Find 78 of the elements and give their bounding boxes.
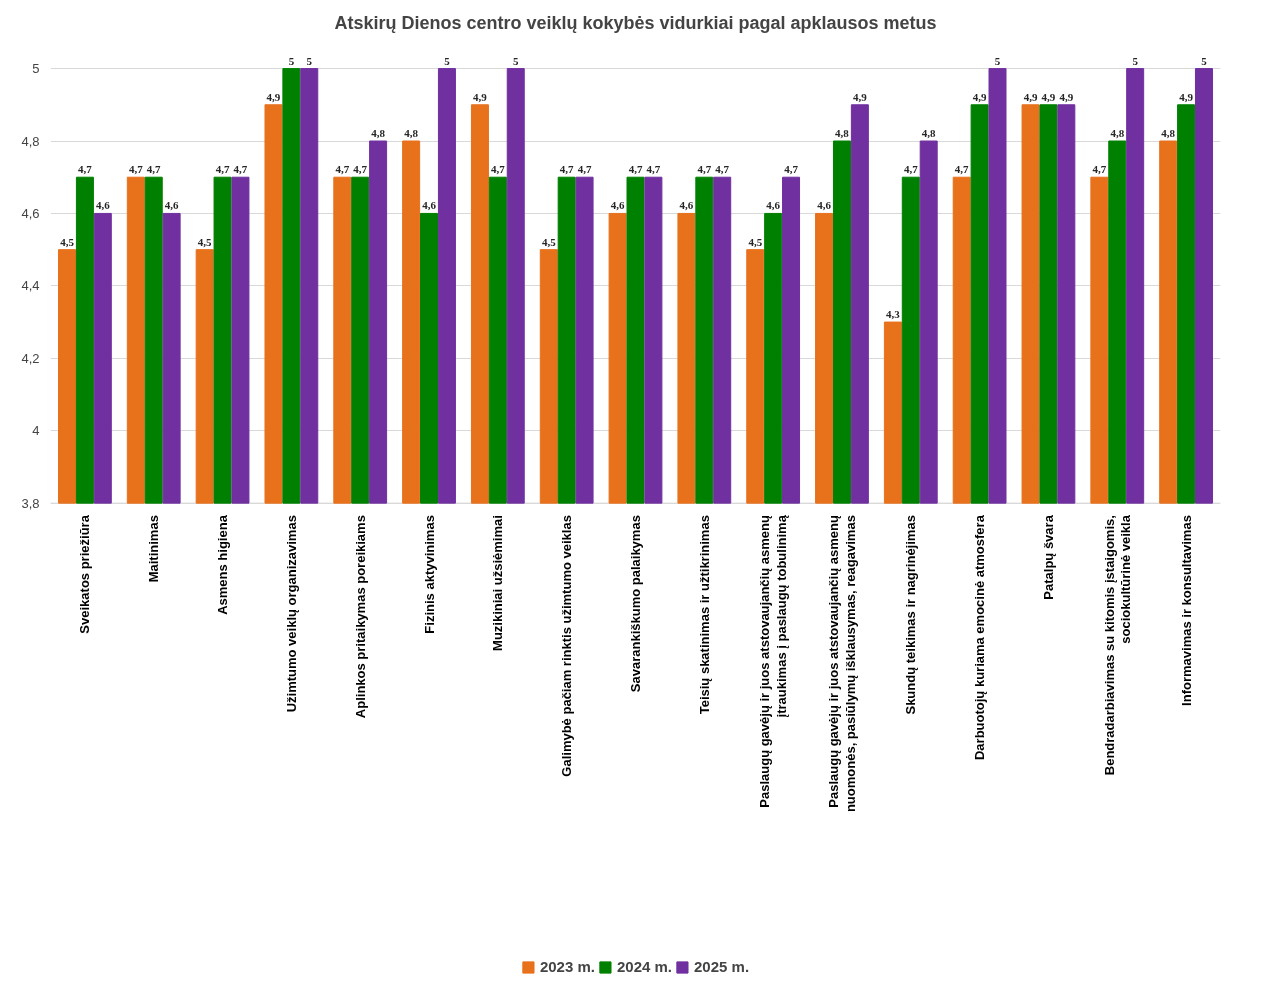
data-label: 4,7 bbox=[78, 163, 93, 176]
data-label: 4,8 bbox=[404, 127, 419, 139]
data-label: 4,7 bbox=[353, 163, 368, 176]
y-tick-label: 5 bbox=[32, 61, 40, 77]
x-tick-label: Asmens higiena bbox=[215, 514, 231, 615]
y-tick-label: 4,8 bbox=[21, 133, 40, 149]
legend-label: 2023 m. bbox=[539, 958, 595, 975]
data-label: 4,7 bbox=[490, 163, 506, 176]
data-label: 4,5 bbox=[197, 235, 213, 248]
y-tick-label: 4,4 bbox=[21, 278, 40, 294]
x-tick-label: Aplinkos pritaikymas poreikiams bbox=[352, 515, 368, 719]
legend-label: 2024 m. bbox=[616, 958, 673, 975]
data-label: 4,7 bbox=[715, 163, 730, 176]
data-label: 4,6 bbox=[610, 199, 625, 212]
data-label: 4,6 bbox=[95, 199, 111, 212]
data-label: 4,6 bbox=[164, 199, 179, 212]
y-tick-label: 4,2 bbox=[21, 350, 40, 366]
data-label: 4,9 bbox=[1059, 90, 1074, 103]
data-label: 4,7 bbox=[233, 163, 248, 176]
data-label: 4,9 bbox=[852, 90, 868, 103]
data-label: 4,9 bbox=[1023, 90, 1038, 103]
data-label: 4,9 bbox=[266, 90, 281, 103]
data-label: 4,8 bbox=[1110, 127, 1125, 139]
data-label: 4,7 bbox=[215, 163, 230, 176]
data-label: 4,7 bbox=[903, 163, 919, 176]
x-tick-label: Informavimas ir konsultavimas bbox=[1178, 515, 1194, 706]
data-label: 4,8 bbox=[371, 127, 386, 139]
data-label: 4,7 bbox=[784, 163, 799, 176]
data-label: 4,5 bbox=[748, 235, 763, 248]
data-label: 4,7 bbox=[628, 163, 643, 176]
data-label: 4,9 bbox=[1041, 90, 1056, 103]
data-label: 5 bbox=[444, 54, 451, 67]
x-tick-label: Darbuotojų kuriama emocinė atmosfera bbox=[972, 514, 988, 761]
x-tick-label: Fizinis aktyvinimas bbox=[421, 515, 437, 634]
data-label: 4,6 bbox=[817, 199, 832, 212]
data-label: 4,9 bbox=[473, 90, 488, 103]
data-label: 4,7 bbox=[697, 163, 712, 176]
data-label: 4,7 bbox=[646, 163, 661, 176]
x-tick-label: Galimybė pačiam rinktis užimtumo veiklas bbox=[559, 515, 575, 777]
data-label: 4,8 bbox=[921, 127, 937, 139]
x-tick-label: Skundų teikimas ir nagrinėjimas bbox=[903, 515, 919, 715]
x-tick-label: Bendradarbiavimas su kitomis įstaigomis, sociokultūrinė veikla bbox=[1101, 514, 1134, 776]
x-tick-label: Teisių skatinimas ir užtikrinimas bbox=[696, 515, 712, 715]
data-label: 4,8 bbox=[835, 127, 850, 139]
data-label: 4,5 bbox=[60, 235, 75, 248]
data-label: 4,7 bbox=[1092, 163, 1107, 176]
y-tick-label: 3,8 bbox=[21, 495, 40, 511]
data-label: 4,5 bbox=[541, 235, 557, 248]
x-tick-label: Patalpų švara bbox=[1040, 514, 1056, 600]
y-tick-label: 4,6 bbox=[21, 205, 40, 221]
x-tick-label: Maitinimas bbox=[146, 515, 162, 583]
data-label: 5 bbox=[288, 54, 295, 67]
data-label: 5 bbox=[1201, 54, 1208, 67]
data-label: 4,9 bbox=[972, 90, 987, 103]
data-label: 4,7 bbox=[954, 163, 970, 176]
data-label: 5 bbox=[994, 54, 1001, 67]
x-tick-label: Muzikiniai užsiėmimai bbox=[490, 515, 506, 651]
x-tick-label: Savarankiškumo palaikymas bbox=[628, 515, 643, 693]
data-label: 4,9 bbox=[1179, 90, 1194, 103]
data-label: 4,7 bbox=[559, 163, 575, 176]
data-label: 4,6 bbox=[766, 199, 781, 212]
data-label: 4,6 bbox=[679, 199, 694, 212]
data-label: 5 bbox=[306, 54, 313, 67]
y-tick-label: 4 bbox=[32, 423, 40, 439]
data-label: 4,7 bbox=[577, 163, 592, 176]
data-label: 4,7 bbox=[128, 163, 144, 176]
data-label: 4,7 bbox=[335, 163, 350, 176]
chart-title: Atskirų Dienos centro veiklų kokybės vidurkiai pagal apklausos metus bbox=[334, 12, 937, 33]
data-label: 4,8 bbox=[1161, 127, 1176, 139]
data-label: 4,7 bbox=[146, 163, 162, 176]
x-tick-label: Užimtumo veiklų organizavimas bbox=[283, 515, 299, 713]
data-label: 5 bbox=[513, 54, 519, 67]
x-tick-label: Paslaugų gavėjų ir juos atstovaujančių asmenų įtraukimas į paslaugų tobulinimą bbox=[757, 514, 789, 808]
data-label: 4,3 bbox=[886, 308, 901, 321]
x-tick-label: Sveikatos priežiūra bbox=[77, 514, 93, 634]
legend-label: 2025 m. bbox=[694, 958, 750, 975]
data-label: 4,6 bbox=[422, 199, 437, 212]
data-label: 5 bbox=[1132, 54, 1139, 67]
